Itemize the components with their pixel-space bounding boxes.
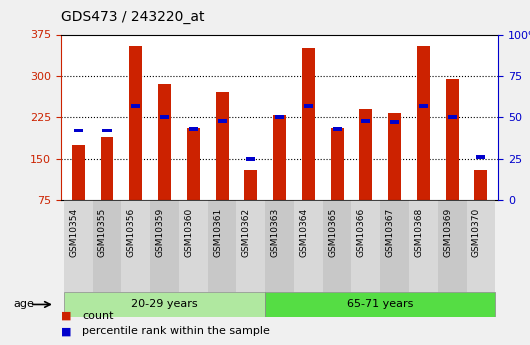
Bar — [265, 292, 496, 317]
Bar — [388, 114, 401, 200]
Text: 65-71 years: 65-71 years — [347, 299, 413, 309]
Text: GSM10369: GSM10369 — [443, 207, 452, 257]
Text: count: count — [82, 311, 113, 321]
Bar — [438, 200, 466, 292]
Bar — [380, 200, 409, 292]
Text: GSM10368: GSM10368 — [414, 207, 423, 257]
Text: GSM10354: GSM10354 — [69, 207, 78, 257]
Bar — [417, 46, 430, 200]
Text: GSM10370: GSM10370 — [472, 207, 481, 257]
Bar — [476, 155, 485, 159]
Bar — [131, 104, 140, 108]
Bar — [265, 200, 294, 292]
Text: GSM10355: GSM10355 — [98, 207, 107, 257]
Text: GSM10365: GSM10365 — [328, 207, 337, 257]
Bar — [150, 200, 179, 292]
Bar — [72, 145, 85, 200]
Bar — [361, 119, 370, 122]
Bar — [323, 200, 351, 292]
Bar — [64, 200, 93, 292]
Bar — [74, 129, 83, 132]
Bar — [101, 137, 113, 200]
Text: percentile rank within the sample: percentile rank within the sample — [82, 326, 270, 336]
Bar — [419, 104, 428, 108]
Bar — [275, 115, 284, 119]
Bar — [236, 200, 265, 292]
Bar — [93, 200, 121, 292]
Bar — [474, 170, 488, 200]
Bar — [158, 84, 171, 200]
Bar — [129, 46, 142, 200]
Bar — [409, 200, 438, 292]
Text: GSM10360: GSM10360 — [184, 207, 193, 257]
Text: GSM10366: GSM10366 — [357, 207, 366, 257]
Bar — [273, 115, 286, 200]
Bar — [246, 157, 255, 161]
Text: GSM10361: GSM10361 — [213, 207, 222, 257]
Bar — [302, 48, 315, 200]
Bar — [216, 92, 228, 200]
Text: 20-29 years: 20-29 years — [131, 299, 198, 309]
Bar — [331, 128, 343, 200]
Bar — [448, 115, 457, 119]
Bar — [187, 128, 200, 200]
Text: age: age — [13, 299, 34, 309]
Bar — [208, 200, 236, 292]
Text: GSM10362: GSM10362 — [242, 207, 251, 257]
Text: ■: ■ — [61, 311, 72, 321]
Text: ■: ■ — [61, 326, 72, 336]
Bar — [189, 127, 198, 131]
Bar — [64, 292, 265, 317]
Bar — [351, 200, 380, 292]
Text: GSM10356: GSM10356 — [127, 207, 136, 257]
Bar — [390, 120, 399, 124]
Text: GSM10363: GSM10363 — [271, 207, 280, 257]
Bar — [466, 200, 496, 292]
Bar — [179, 200, 208, 292]
Bar — [160, 115, 169, 119]
Bar — [304, 104, 313, 108]
Text: GSM10367: GSM10367 — [386, 207, 395, 257]
Bar — [294, 200, 323, 292]
Bar — [102, 129, 111, 132]
Bar — [217, 119, 226, 122]
Bar — [121, 200, 150, 292]
Bar — [244, 170, 257, 200]
Text: GSM10364: GSM10364 — [299, 207, 308, 257]
Text: GSM10359: GSM10359 — [155, 207, 164, 257]
Bar — [333, 127, 342, 131]
Bar — [446, 79, 458, 200]
Text: GDS473 / 243220_at: GDS473 / 243220_at — [61, 10, 205, 24]
Bar — [359, 109, 373, 200]
